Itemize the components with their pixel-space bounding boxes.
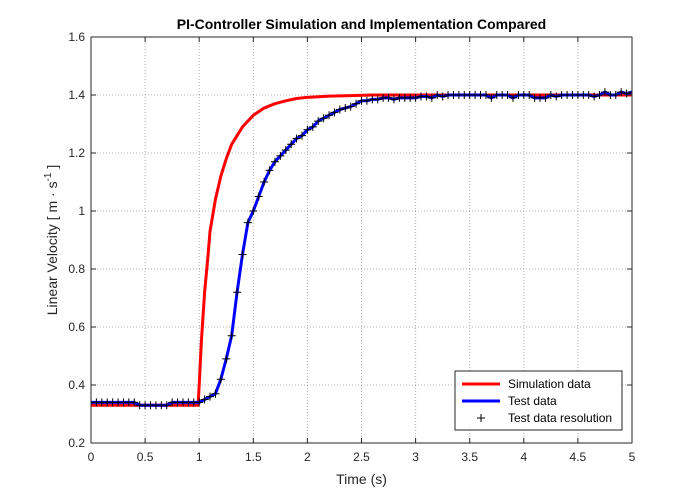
resolution-marker [541,93,550,102]
resolution-marker [330,108,339,117]
resolution-marker [233,288,242,297]
x-tick-label: 3 [412,450,419,464]
y-tick-label: 0.8 [68,262,85,276]
x-tick-label: 3.5 [461,450,478,464]
resolution-marker [422,92,431,101]
y-axis-title-main: Linear Velocity [ m · s [44,181,60,315]
resolution-marker [195,398,204,407]
y-axis-title: Linear Velocity [ m · s-1 ] [43,165,60,316]
resolution-marker [503,91,512,99]
resolution-marker [600,88,609,97]
resolution-marker [611,91,620,99]
resolution-marker [487,93,496,102]
x-tick-label: 5 [629,450,636,464]
legend-marker-resolution [477,414,485,422]
resolution-marker [595,91,604,99]
resolution-marker [325,111,334,120]
resolution-marker [384,93,393,102]
x-tick-label: 0 [88,450,95,464]
y-tick-label: 0.6 [68,320,85,334]
resolution-marker [276,151,285,160]
resolution-marker [335,105,344,114]
resolution-marker [211,389,220,398]
legend-label-test: Test data [508,394,557,408]
resolution-marker [362,96,371,105]
resolution-marker [314,117,323,126]
resolution-marker [243,218,252,227]
x-tick-label: 1 [196,450,203,464]
y-tick-label: 0.2 [68,436,85,450]
y-axis-title-superscript: -1 [43,172,54,181]
x-axis-title: Time (s) [336,471,387,487]
y-tick-label: 0.4 [68,378,85,392]
resolution-marker [222,354,231,363]
resolution-marker [552,92,561,101]
resolution-marker [130,398,139,407]
resolution-marker [287,140,296,149]
resolution-marker [292,134,301,143]
y-tick-label: 1.6 [68,30,85,44]
resolution-marker [260,178,269,186]
x-tick-label: 0.5 [137,450,154,464]
resolution-marker [508,93,517,102]
y-tick-label: 1.2 [68,146,85,160]
resolution-marker [411,93,420,102]
resolution-marker [433,91,442,99]
resolution-marker [303,125,312,134]
legend-label-simulation: Simulation data [508,377,591,391]
resolution-marker [584,91,593,99]
resolution-marker [525,91,534,99]
resolution-marker [319,114,328,123]
resolution-marker [265,166,274,175]
tick-labels: 0 0.5 1 1.5 2 2.5 3 3.5 4 4.5 5 0.2 0.4 0.6 0.8 1 1.2 1.4… [68,30,635,464]
y-tick-label: 1 [78,204,85,218]
resolution-marker [308,122,317,131]
chart-title: PI-Controller Simulation and Implementat… [177,16,546,32]
resolution-marker [227,331,236,340]
x-tick-label: 4 [520,450,527,464]
x-tick-label: 2.5 [353,450,370,464]
y-axis-title-suffix: ] [44,165,60,173]
resolution-marker [238,250,247,259]
x-tick-label: 4.5 [570,450,587,464]
legend-label-resolution: Test data resolution [508,411,612,425]
series-line-0 [91,93,632,407]
resolution-marker [438,92,447,101]
resolution-marker [590,92,599,101]
resolution-marker [341,104,350,113]
x-tick-label: 1.5 [245,450,262,464]
resolution-marker [162,401,171,410]
resolution-marker [216,375,225,384]
resolution-marker [373,95,382,104]
resolution-marker [389,95,398,104]
resolution-marker [622,89,631,98]
y-tick-label: 1.4 [68,88,85,102]
resolution-marker [281,146,290,155]
resolution-marker [206,392,215,401]
resolution-marker [427,93,436,102]
resolution-marker [481,91,490,99]
plot-series-layer [91,88,632,410]
resolution-marker [617,88,626,97]
resolution-marker [628,88,632,97]
resolution-marker [254,192,263,201]
x-tick-label: 2 [304,450,311,464]
legend: Simulation data Test data Test data reso… [454,370,623,431]
resolution-marker [297,131,306,140]
resolution-marker [249,207,258,215]
resolution-marker [546,91,555,99]
resolution-marker [352,99,361,108]
resolution-marker [200,395,209,404]
resolution-marker [270,157,279,166]
resolution-marker [346,102,355,111]
axis-ticks [90,36,633,444]
